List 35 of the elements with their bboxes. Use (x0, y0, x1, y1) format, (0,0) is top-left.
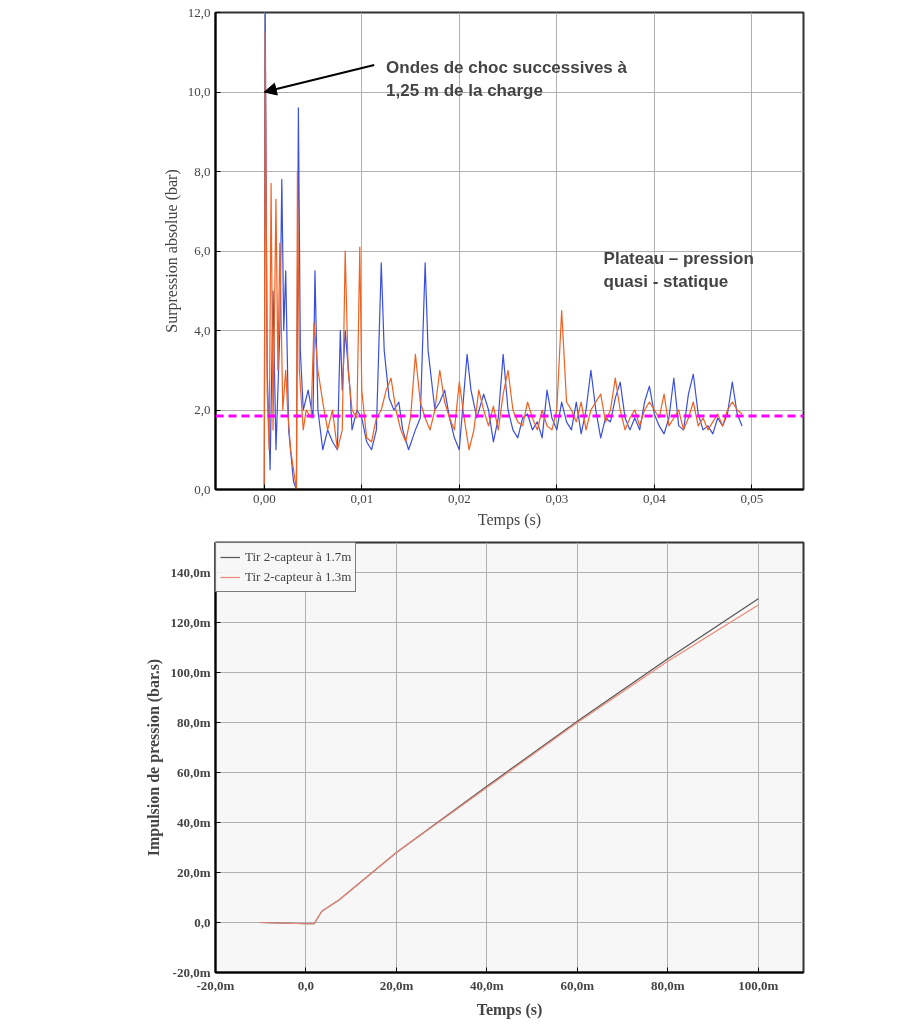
y-tick-label: 20,0m (176, 865, 211, 880)
y-tick-label: 0,0 (194, 915, 211, 930)
y-tick-label: 8,0 (194, 163, 211, 179)
y-tick-label: 6,0 (194, 243, 211, 258)
y-tick-label: -20,0m (172, 965, 211, 980)
y-tick-label: 12,0 (187, 4, 211, 20)
y-tick-label: 60,0m (176, 765, 211, 780)
legend-label: Tir 2-capteur à 1.7m (245, 549, 352, 565)
legend-label: Tir 2-capteur à 1.3m (245, 569, 352, 585)
y-tick-label: 2,0 (194, 402, 211, 417)
x-tick-label: 80,0m (651, 977, 685, 993)
x-tick-label: 0,01 (350, 490, 374, 506)
x-tick-label: 0,0 (297, 977, 315, 993)
y-axis-title: Surpression absolue (bar) (162, 169, 181, 333)
y-tick-label: 80,0m (176, 715, 211, 730)
annotation: Ondes de choc successives à 1,25 m de la charge (386, 58, 628, 101)
x-tick-label: 0,03 (545, 490, 569, 506)
x-tick-label: 100,0m (738, 977, 779, 993)
x-tick-label: 40,0m (470, 977, 504, 993)
y-tick-label: 40,0m (176, 815, 211, 830)
x-tick-label: 0,00 (252, 490, 276, 506)
x-tick-label: 0,04 (642, 490, 667, 506)
x-tick-label: 20,0m (379, 977, 414, 993)
annotation: Plateau – pression quasi - statique (603, 249, 754, 291)
x-tick-label: 0,02 (447, 490, 471, 506)
y-tick-label: 10,0 (187, 84, 211, 99)
x-tick-label: 0,05 (740, 490, 764, 506)
y-tick-label: 100,0m (170, 665, 211, 680)
x-axis-title: Temps (s) (476, 1000, 543, 1019)
y-axis-title: Impulsion de pression (bar.s) (145, 658, 164, 857)
x-axis-title: Temps (s) (477, 510, 542, 529)
x-tick-label: 60,0m (560, 977, 595, 993)
y-tick-label: 120,0m (170, 615, 211, 630)
y-tick-label: 4,0 (194, 322, 211, 338)
y-tick-label: 140,0m (170, 565, 211, 580)
